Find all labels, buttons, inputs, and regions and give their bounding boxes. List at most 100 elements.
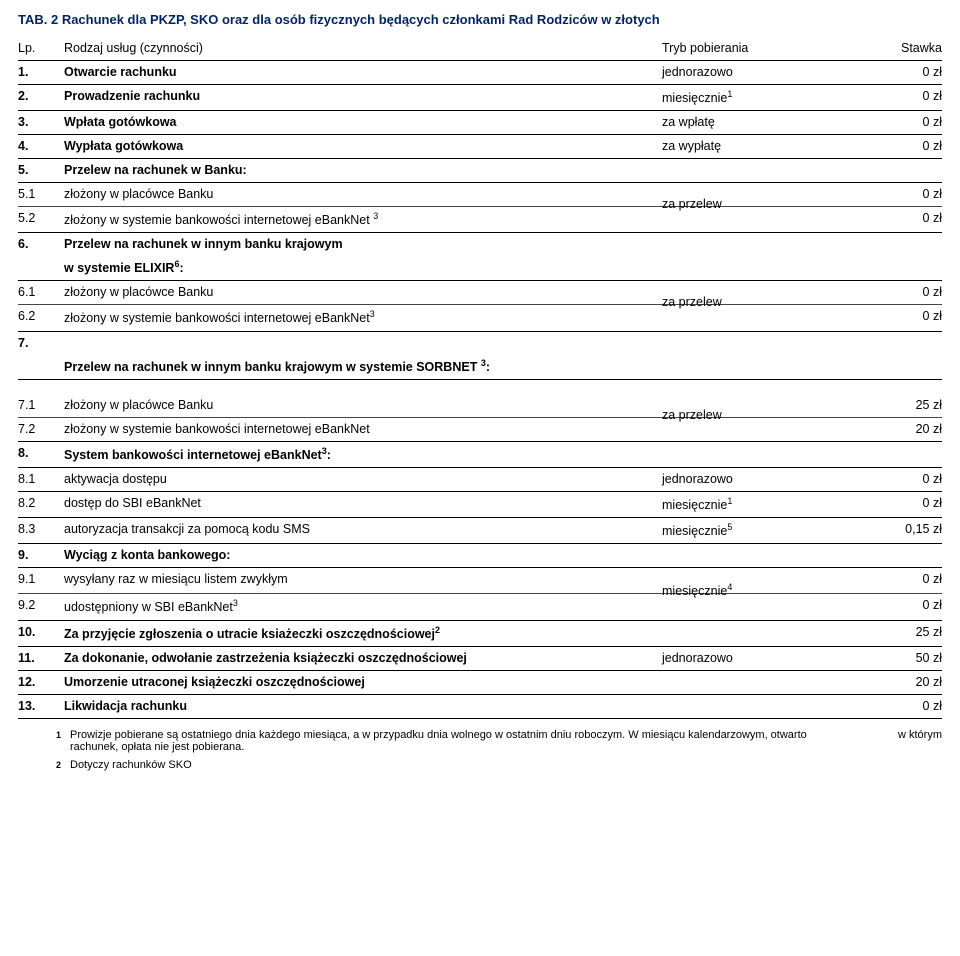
row-11: 11. Za dokonanie, odwołanie zastrzeżenia… (18, 647, 942, 671)
name: Otwarcie rachunku (64, 65, 662, 79)
rate: 0,15 zł (832, 522, 942, 536)
lp: 7.2 (18, 422, 64, 436)
lp: 6.1 (18, 285, 64, 299)
mode: za wpłatę (662, 115, 832, 129)
row-8: 8. System bankowości internetowej eBankN… (18, 442, 942, 468)
mode: miesięcznie1 (662, 89, 832, 105)
row-3: 3. Wpłata gotówkowa za wpłatę 0 zł (18, 111, 942, 135)
lp: 5. (18, 163, 64, 177)
name: Likwidacja rachunku (64, 699, 662, 713)
row-8-2: 8.2 dostęp do SBI eBankNet miesięcznie1 … (18, 492, 942, 518)
rate: 0 zł (832, 598, 942, 612)
footnote-text: Prowizje pobierane są ostatniego dnia ka… (70, 729, 852, 753)
lp: 9. (18, 548, 64, 562)
rate: 0 zł (832, 572, 942, 586)
table-title: TAB. 2 Rachunek dla PKZP, SKO oraz dla o… (18, 12, 942, 27)
rate: 0 zł (832, 89, 942, 103)
lp: 7. (18, 336, 64, 350)
hdr-lp: Lp. (18, 41, 64, 55)
footnote-2: 2 Dotyczy rachunków SKO (18, 759, 942, 774)
lp: 1. (18, 65, 64, 79)
name: wysyłany raz w miesiącu listem zwykłym (64, 572, 662, 586)
row-6-1: 6.1 złożony w placówce Banku za przelew … (18, 281, 942, 305)
name: Przelew na rachunek w innym banku krajow… (64, 358, 662, 374)
rate: 0 zł (832, 472, 942, 486)
lp: 8.1 (18, 472, 64, 486)
row-12: 12. Umorzenie utraconej książeczki oszcz… (18, 671, 942, 695)
rate: 0 zł (832, 496, 942, 510)
lp: 8. (18, 446, 64, 460)
name: Umorzenie utraconej książeczki oszczędno… (64, 675, 662, 689)
name: udostępniony w SBI eBankNet3 (64, 598, 662, 614)
name: Przelew na rachunek w innym banku krajow… (64, 237, 662, 251)
footnote-1: 1 Prowizje pobierane są ostatniego dnia … (18, 729, 942, 753)
mode: miesięcznie5 (662, 522, 832, 538)
row-8-3: 8.3 autoryzacja transakcji za pomocą kod… (18, 518, 942, 544)
row-7-1: 7.1 złożony w placówce Banku za przelew … (18, 394, 942, 418)
lp: 9.1 (18, 572, 64, 586)
mode: miesięcznie1 (662, 496, 832, 512)
rate: 0 zł (832, 211, 942, 225)
row-5: 5. Przelew na rachunek w Banku: (18, 159, 942, 183)
row-9: 9. Wyciąg z konta bankowego: (18, 544, 942, 568)
lp: 12. (18, 675, 64, 689)
lp: 6. (18, 237, 64, 251)
rate: 0 zł (832, 699, 942, 713)
name: autoryzacja transakcji za pomocą kodu SM… (64, 522, 662, 536)
name: złożony w systemie bankowości internetow… (64, 309, 662, 325)
table-header-row: Lp. Rodzaj usług (czynności) Tryb pobier… (18, 37, 942, 61)
row-5-1: 5.1 złożony w placówce Banku za przelew … (18, 183, 942, 207)
mode: jednorazowo (662, 651, 832, 665)
lp: 7.1 (18, 398, 64, 412)
row-13: 13. Likwidacja rachunku 0 zł (18, 695, 942, 719)
rate: 0 zł (832, 285, 942, 299)
row-6: 6. Przelew na rachunek w innym banku kra… (18, 233, 942, 255)
rate: 20 zł (832, 675, 942, 689)
row-10: 10. Za przyjęcie zgłoszenia o utracie ks… (18, 621, 942, 647)
name: Prowadzenie rachunku (64, 89, 662, 103)
row-7: 7. (18, 332, 942, 354)
rate: 20 zł (832, 422, 942, 436)
mode: za przelew (662, 408, 832, 422)
name: złożony w systemie bankowości internetow… (64, 211, 662, 227)
row-2: 2. Prowadzenie rachunku miesięcznie1 0 z… (18, 85, 942, 111)
lp: 5.2 (18, 211, 64, 225)
footnote-number: 2 (56, 759, 70, 774)
name: złożony w placówce Banku (64, 187, 662, 201)
lp: 8.2 (18, 496, 64, 510)
name: Za przyjęcie zgłoszenia o utracie ksiaże… (64, 625, 662, 641)
footnote-number: 1 (56, 729, 70, 753)
rate: 0 zł (832, 115, 942, 129)
name: w systemie ELIXIR6: (64, 259, 662, 275)
row-7b: Przelew na rachunek w innym banku krajow… (18, 354, 942, 380)
rate: 0 zł (832, 139, 942, 153)
mode: za przelew (662, 197, 832, 211)
row-1: 1. Otwarcie rachunku jednorazowo 0 zł (18, 61, 942, 85)
row-9-1: 9.1 wysyłany raz w miesiącu listem zwykł… (18, 568, 942, 594)
lp: 3. (18, 115, 64, 129)
hdr-rate: Stawka (832, 41, 942, 55)
lp: 11. (18, 651, 64, 665)
lp: 8.3 (18, 522, 64, 536)
rate: 0 zł (832, 65, 942, 79)
mode: miesięcznie4 (662, 582, 832, 598)
lp: 9.2 (18, 598, 64, 612)
mode: jednorazowo (662, 65, 832, 79)
name: złożony w systemie bankowości internetow… (64, 422, 662, 436)
name: złożony w placówce Banku (64, 398, 662, 412)
lp: 2. (18, 89, 64, 103)
hdr-name: Rodzaj usług (czynności) (64, 41, 662, 55)
row-4: 4. Wypłata gotówkowa za wypłatę 0 zł (18, 135, 942, 159)
rate: 0 zł (832, 309, 942, 323)
hdr-mode: Tryb pobierania (662, 41, 832, 55)
rate: 50 zł (832, 651, 942, 665)
name: Wyciąg z konta bankowego: (64, 548, 662, 562)
name: Za dokonanie, odwołanie zastrzeżenia ksi… (64, 651, 662, 665)
footnote-text: Dotyczy rachunków SKO (70, 759, 852, 774)
name: aktywacja dostępu (64, 472, 662, 486)
lp: 4. (18, 139, 64, 153)
footnote-right: w którym (852, 729, 942, 753)
name: Wpłata gotówkowa (64, 115, 662, 129)
row-8-1: 8.1 aktywacja dostępu jednorazowo 0 zł (18, 468, 942, 492)
lp: 6.2 (18, 309, 64, 323)
